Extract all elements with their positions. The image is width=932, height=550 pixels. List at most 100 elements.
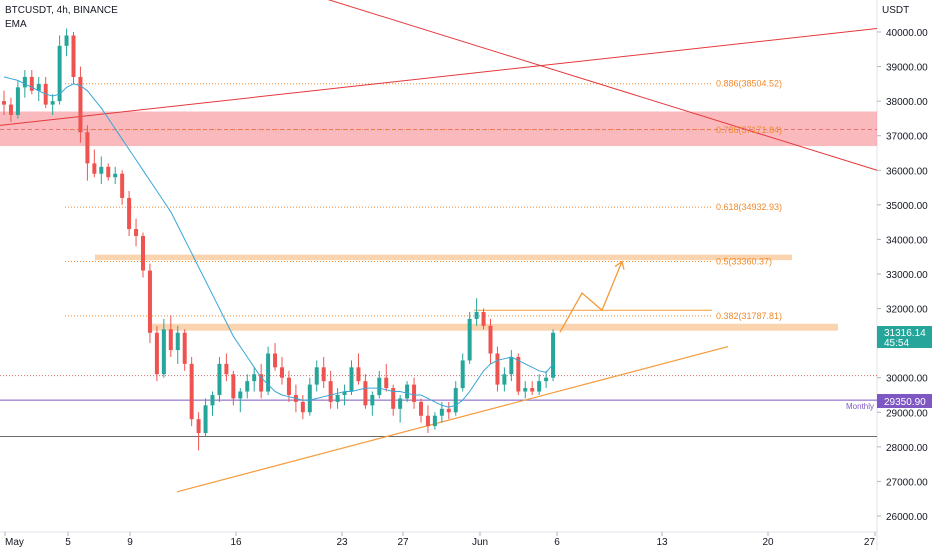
candle-body bbox=[154, 332, 159, 375]
level-layer bbox=[0, 83, 877, 437]
candle-body bbox=[224, 363, 229, 375]
candle bbox=[106, 163, 111, 181]
indicator-label[interactable]: EMA bbox=[5, 19, 27, 30]
candle bbox=[509, 350, 514, 382]
candle bbox=[314, 360, 319, 392]
fib-label-0.382: 0.382(31787.81) bbox=[716, 311, 782, 321]
candle-body bbox=[266, 353, 271, 392]
time-axis[interactable]: May 5 9 16 23 27 Jun 6 13 20 27 bbox=[4, 532, 876, 548]
candle bbox=[453, 381, 458, 416]
candle-body bbox=[446, 408, 451, 413]
candle-body bbox=[127, 197, 132, 230]
candle-body bbox=[252, 374, 257, 382]
candle-body bbox=[516, 356, 521, 392]
candle bbox=[99, 156, 104, 185]
price-tick-label: 34000.00 bbox=[886, 235, 928, 246]
trendline-layer bbox=[0, 0, 878, 493]
candle bbox=[412, 377, 417, 409]
fib-label-0.786: 0.786(37171.84) bbox=[716, 125, 782, 135]
candle bbox=[405, 381, 410, 402]
candle-body bbox=[474, 312, 479, 319]
candle-body bbox=[405, 384, 410, 399]
candle-body bbox=[530, 388, 535, 392]
time-tick-label: 27 bbox=[397, 537, 409, 548]
candle-body bbox=[307, 384, 312, 413]
candle-body bbox=[335, 394, 340, 402]
candle bbox=[425, 405, 430, 434]
candle bbox=[210, 391, 215, 416]
time-tick-label: 20 bbox=[762, 537, 774, 548]
candle-body bbox=[509, 356, 514, 375]
candle bbox=[224, 353, 229, 382]
candle-body bbox=[398, 398, 403, 409]
candle bbox=[398, 394, 403, 423]
price-tick-label: 38000.00 bbox=[886, 97, 928, 108]
candle-body bbox=[425, 415, 430, 427]
candle bbox=[217, 356, 222, 402]
price-tick-label: 32000.00 bbox=[886, 305, 928, 316]
candle-body bbox=[349, 367, 354, 392]
candle-body bbox=[106, 166, 111, 178]
time-tick-label: 27 bbox=[864, 537, 876, 548]
fib-label-0.886: 0.886(38504.52) bbox=[716, 79, 782, 89]
candle bbox=[36, 76, 41, 102]
candle-body bbox=[120, 173, 125, 198]
projection-arrowhead bbox=[614, 260, 625, 270]
currency-label: USDT bbox=[882, 5, 909, 16]
candle bbox=[432, 412, 437, 430]
candle-body bbox=[182, 332, 187, 364]
candle-body bbox=[300, 401, 305, 413]
price-tick-label: 35000.00 bbox=[886, 201, 928, 212]
candle-body bbox=[363, 381, 368, 406]
time-tick-label: May bbox=[5, 537, 24, 548]
price-tick-label: 27000.00 bbox=[886, 477, 928, 488]
candle bbox=[370, 391, 375, 416]
candle-body bbox=[314, 367, 319, 385]
candle bbox=[467, 312, 472, 364]
candle-body bbox=[391, 388, 396, 409]
candle bbox=[335, 388, 340, 409]
orange-breakout-zone bbox=[150, 323, 838, 331]
candle bbox=[530, 381, 535, 395]
candle-body bbox=[196, 419, 201, 434]
candle-body bbox=[259, 374, 264, 392]
candle bbox=[238, 388, 243, 413]
time-tick-label: 23 bbox=[336, 537, 348, 548]
ema-layer bbox=[3, 76, 554, 408]
candle-body bbox=[50, 101, 55, 105]
price-tick-label: 26000.00 bbox=[886, 512, 928, 523]
candle bbox=[120, 170, 125, 205]
candle bbox=[134, 218, 139, 247]
candle bbox=[446, 401, 451, 420]
ema-line bbox=[3, 76, 554, 408]
candle-countdown: 45:54 bbox=[884, 338, 909, 349]
candle-body bbox=[203, 405, 208, 434]
candle-body bbox=[92, 163, 97, 174]
projection-layer bbox=[559, 260, 625, 333]
price-tick-label: 28000.00 bbox=[886, 443, 928, 454]
price-tick-label: 30000.00 bbox=[886, 374, 928, 385]
candle-body bbox=[342, 391, 347, 395]
candle bbox=[273, 343, 278, 371]
candle-body bbox=[280, 367, 284, 378]
descending-red-line bbox=[327, 0, 878, 171]
candle bbox=[321, 356, 326, 389]
candle-body bbox=[78, 76, 83, 133]
candle bbox=[377, 370, 382, 399]
candle-body bbox=[64, 35, 69, 46]
candle bbox=[92, 149, 97, 178]
current-price-tag bbox=[877, 326, 932, 348]
candle-body bbox=[273, 353, 278, 368]
time-tick-label: Jun bbox=[472, 537, 488, 548]
candle-body bbox=[134, 229, 139, 236]
orange-fib-zone bbox=[95, 254, 792, 261]
candle-body bbox=[161, 329, 166, 375]
price-tick-label: 40000.00 bbox=[886, 28, 928, 39]
projection-path bbox=[559, 261, 623, 333]
monthly-level-label: Monthly bbox=[846, 402, 874, 411]
fib-label-0.618: 0.618(34932.93) bbox=[716, 202, 782, 212]
candle bbox=[245, 374, 250, 399]
candle-body bbox=[238, 391, 243, 399]
